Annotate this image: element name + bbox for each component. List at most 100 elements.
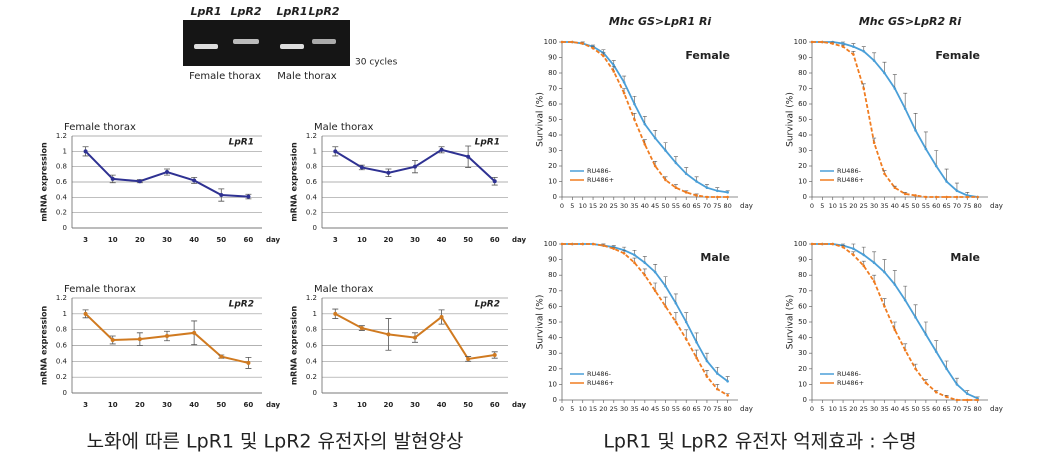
y-tick-label: 0.4 — [56, 193, 68, 201]
gene-label: LpR1 — [475, 138, 500, 148]
y-tick-label: 1 — [63, 310, 67, 318]
gel-band — [312, 39, 336, 44]
point — [715, 372, 719, 375]
y-tick-label: 90 — [548, 256, 557, 264]
y-tick-label: 90 — [548, 54, 557, 62]
point — [872, 280, 876, 283]
survival-line — [562, 41, 728, 198]
point — [955, 383, 959, 386]
x-tick-label: 60 — [932, 202, 940, 210]
x-tick-label: 55 — [922, 405, 930, 413]
point — [965, 195, 969, 199]
point — [83, 311, 88, 316]
x-tick-label: 35 — [630, 405, 638, 413]
point — [945, 367, 948, 371]
point — [883, 172, 886, 176]
cycles-label: 30 cycles — [355, 58, 398, 68]
x-tick-label: 75 — [713, 405, 721, 413]
point — [165, 334, 169, 338]
point — [333, 311, 338, 316]
point — [945, 195, 948, 199]
x-tick-label: 20 — [599, 405, 607, 413]
point — [643, 273, 647, 277]
point — [643, 261, 647, 265]
point — [726, 394, 729, 397]
x-tick-label: 60 — [490, 401, 500, 409]
y-tick-label: 70 — [798, 287, 807, 295]
error-bar — [653, 282, 658, 291]
point — [695, 340, 698, 344]
point — [934, 390, 938, 394]
point — [955, 195, 959, 199]
x-tick-label: 30 — [162, 236, 172, 244]
point — [643, 143, 647, 146]
x-tick-label: 5 — [820, 405, 824, 413]
x-tick-label: 75 — [963, 202, 971, 210]
gel-band — [233, 39, 259, 44]
sample-label: Male thorax — [277, 71, 336, 82]
point — [695, 194, 698, 197]
error-bar — [882, 298, 887, 307]
error-bar — [653, 263, 658, 273]
y-tick-label: 40 — [548, 334, 557, 342]
point — [955, 189, 959, 193]
point — [466, 154, 471, 159]
point — [439, 147, 444, 152]
x-tick-label: 70 — [953, 405, 961, 413]
point — [612, 63, 616, 67]
x-tick-label: 50 — [911, 202, 919, 210]
y-tick-label: 10 — [798, 380, 807, 388]
point — [810, 40, 814, 44]
error-bar — [944, 168, 949, 182]
point — [965, 392, 969, 396]
y-tick-label: 0.2 — [56, 209, 67, 217]
error-bar — [684, 329, 689, 340]
x-tick-label: 20 — [849, 405, 857, 413]
y-tick-label: 50 — [548, 318, 557, 326]
x-tick-label: 30 — [162, 401, 172, 409]
x-tick-label: 20 — [599, 202, 607, 210]
y-tick-label: 0 — [553, 193, 557, 201]
point — [705, 186, 709, 189]
x-tick-label: 80 — [724, 202, 732, 210]
point — [945, 395, 948, 399]
point — [110, 337, 115, 342]
point — [110, 176, 115, 181]
point — [976, 398, 979, 402]
point — [883, 305, 886, 308]
x-tick-label: 50 — [216, 236, 226, 244]
x-tick-label: 15 — [839, 405, 847, 413]
point — [705, 359, 709, 363]
x-tick-label: 3 — [333, 236, 338, 244]
y-tick-label: 0 — [553, 396, 557, 404]
y-axis-label: mRNA expression — [40, 142, 49, 222]
x-axis-label: day — [740, 405, 753, 413]
point — [903, 348, 907, 352]
survival-line — [812, 243, 978, 401]
y-tick-label: 0.2 — [56, 373, 67, 381]
x-tick-label: 80 — [974, 202, 982, 210]
point — [934, 195, 938, 199]
x-tick-label: 65 — [692, 202, 700, 210]
point — [571, 242, 574, 246]
point — [165, 170, 169, 175]
y-tick-label: 0.6 — [56, 178, 68, 186]
point — [934, 350, 938, 353]
y-tick-label: 10 — [548, 178, 557, 186]
x-axis-label: day — [990, 202, 1003, 210]
chart-title: Mhc GS>LpR1 Ri — [609, 15, 712, 28]
point — [955, 398, 959, 402]
x-tick-label: 80 — [974, 405, 982, 413]
x-tick-label: 60 — [490, 236, 500, 244]
point — [622, 91, 626, 95]
point — [924, 333, 928, 336]
y-tick-label: 90 — [798, 54, 807, 62]
x-tick-label: 55 — [922, 202, 930, 210]
point — [862, 253, 866, 257]
x-tick-label: 0 — [560, 202, 564, 210]
x-tick-label: 20 — [135, 401, 145, 409]
x-tick-label: 75 — [713, 202, 721, 210]
lane-label: LpR2 — [230, 5, 261, 18]
x-tick-label: 15 — [589, 202, 597, 210]
x-tick-label: 5 — [820, 202, 824, 210]
